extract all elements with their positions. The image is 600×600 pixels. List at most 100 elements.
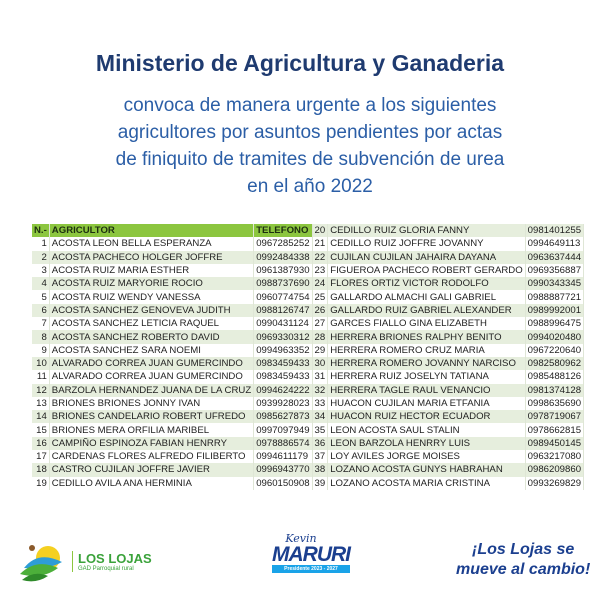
farmer-name: FLORES ORTIZ VICTOR RODOLFO: [327, 277, 526, 291]
farmer-name: BRIONES BRIONES JONNY IVAN: [49, 396, 255, 411]
farmer-name: LEON ACOSTA SAUL STALIN: [327, 423, 526, 437]
phone-number: 0988126747: [253, 303, 313, 318]
farmer-name: CUJILAN CUJILAN JAHAIRA DAYANA: [327, 250, 526, 264]
logo-subtitle: GAD Parroquial rural: [78, 565, 134, 572]
row-number: 26: [311, 303, 329, 318]
column-header-number: N.-: [32, 224, 50, 238]
phone-number: 0990343345: [525, 277, 585, 291]
farmer-name: CEDILLO RUIZ GLORIA FANNY: [327, 224, 526, 238]
farmer-name: LOZANO ACOSTA GUNYS HABRAHAN: [327, 463, 526, 477]
farmer-name: ACOSTA RUIZ MARYORIE ROCIO: [49, 277, 255, 291]
phone-number: 0960150908: [253, 476, 313, 490]
row-number: 31: [311, 370, 329, 384]
phone-number: 0982580962: [525, 356, 585, 371]
row-number: 2: [32, 250, 50, 264]
row-number: 1: [32, 237, 50, 251]
candidate-first-name: Kevin: [285, 532, 317, 545]
farmer-name: LOY AVILES JORGE MOISES: [327, 450, 526, 464]
phone-number: 0988887721: [525, 290, 585, 304]
farmer-name: BARZOLA HERNANDEZ JUANA DE LA CRUZ: [49, 383, 255, 397]
farmer-name: ACOSTA RUIZ WENDY VANESSA: [49, 290, 255, 304]
row-number: 16: [32, 436, 50, 451]
phone-number: 0983459433: [253, 356, 313, 371]
farmer-name: HERRERA RUIZ JOSELYN TATIANA: [327, 370, 526, 384]
footer: LOS LOJAS GAD Parroquial rural Kevin MAR…: [0, 530, 600, 590]
table-row: 5 ACOSTA RUIZ WENDY VANESSA 0960774754 25 GA…: [32, 290, 585, 304]
table-row: 4 ACOSTA RUIZ MARYORIE ROCIO 0988737690 24 F…: [32, 277, 585, 291]
farmer-name: BRIONES MERA ORFILIA MARIBEL: [49, 423, 255, 437]
los-lojas-logo: LOS LOJAS GAD Parroquial rural: [18, 540, 152, 582]
row-number: 19: [32, 476, 50, 490]
row-number: 30: [311, 356, 329, 371]
phone-number: 0994963352: [253, 343, 313, 357]
phone-number: 0994611179: [253, 450, 313, 464]
row-number: 35: [311, 423, 329, 437]
table-row: 16 CAMPIÑO ESPINOZA FABIAN HENRRY 09788865…: [32, 436, 585, 451]
farmer-name: ACOSTA PACHECO HOLGER JOFFRE: [49, 250, 255, 264]
farmer-name: LOZANO ACOSTA MARIA CRISTINA: [327, 476, 526, 490]
slogan: ¡Los Lojas se mueve al cambio!: [456, 540, 590, 580]
table-row: 14 BRIONES CANDELARIO ROBERT UFREDO 098562…: [32, 410, 585, 424]
table-row: 19 CEDILLO AVILA ANA HERMINIA 0960150908 39…: [32, 476, 585, 490]
phone-number: 0985488126: [525, 370, 585, 384]
phone-number: 0981374128: [525, 383, 585, 397]
announcement-line: convoca de manera urgente a los siguient…: [123, 95, 497, 116]
table-row: 18 CASTRO CUJILAN JOFFRE JAVIER 0996943770…: [32, 463, 585, 477]
phone-number: 0978662815: [525, 423, 585, 437]
row-number: 9: [32, 343, 50, 357]
row-number: 17: [32, 450, 50, 464]
row-number: 12: [32, 383, 50, 397]
table-row: 12 BARZOLA HERNANDEZ JUANA DE LA CRUZ 0994…: [32, 383, 585, 397]
farmer-name: ACOSTA SANCHEZ GENOVEVA JUDITH: [49, 303, 255, 318]
farmer-name: LEON BARZOLA HENRRY LUIS: [327, 436, 526, 451]
phone-number: 0960774754: [253, 290, 313, 304]
farmer-name: HUACON CUJILAN MARIA ETFANIA: [327, 396, 526, 411]
candidate-last-name: MARURI: [272, 543, 351, 566]
page-title: Ministerio de Agricultura y Ganaderia: [95, 50, 505, 76]
phone-number: 0993269829: [525, 476, 585, 490]
row-number: 27: [311, 317, 329, 331]
farmer-name: ACOSTA SANCHEZ ROBERTO DAVID: [49, 330, 255, 344]
phone-number: 0967285252: [253, 237, 313, 251]
phone-number: 0988996475: [525, 317, 585, 331]
phone-number: 0963637444: [525, 250, 585, 264]
announcement-line: agricultores por asuntos pendientes por …: [117, 122, 503, 143]
farmer-name: ALVARADO CORREA JUAN GUMERCINDO: [49, 356, 255, 371]
phone-number: 0986209860: [525, 463, 585, 477]
phone-number: 0985627873: [253, 410, 313, 424]
farmer-name: ALVARADO CORREA JUAN GUMERCINDO: [49, 370, 255, 384]
farmer-name: HERRERA ROMERO CRUZ MARIA: [327, 343, 526, 357]
farmer-name: BRIONES CANDELARIO ROBERT UFREDO: [49, 410, 255, 424]
phone-number: 0992484338: [253, 250, 313, 264]
table-row: 15 BRIONES MERA ORFILIA MARIBEL 0997097949…: [32, 423, 585, 437]
row-number: 38: [311, 463, 329, 477]
farmer-name: GALLARDO RUIZ GABRIEL ALEXANDER: [327, 303, 526, 318]
farmer-name: ACOSTA RUIZ MARIA ESTHER: [49, 263, 255, 278]
row-number: 10: [32, 356, 50, 371]
table-row: 6 ACOSTA SANCHEZ GENOVEVA JUDITH 098812674…: [32, 303, 585, 318]
announcement-line: en el año 2022: [247, 176, 373, 197]
table-row: 9 ACOSTA SANCHEZ SARA NOEMI 0994963352 29 HE…: [32, 343, 585, 357]
row-number: 3: [32, 263, 50, 278]
phone-number: 0997097949: [253, 423, 313, 437]
phone-number: 0969330312: [253, 330, 313, 344]
row-number: 33: [311, 396, 329, 411]
farmer-name: CEDILLO RUIZ JOFFRE JOVANNY: [327, 237, 526, 251]
row-number: 6: [32, 303, 50, 318]
column-header-farmer: AGRICULTOR: [49, 224, 255, 238]
phone-number: 0994624222: [253, 383, 313, 397]
phone-number: 0961387930: [253, 263, 313, 278]
farmer-name: CEDILLO AVILA ANA HERMINIA: [49, 476, 255, 490]
row-number: 13: [32, 396, 50, 411]
phone-number: 0998635690: [525, 396, 585, 411]
table-row: 3 ACOSTA RUIZ MARIA ESTHER 0961387930 23 FIG…: [32, 263, 585, 278]
phone-number: 0978719067: [525, 410, 585, 424]
phone-number: 0967220640: [525, 343, 585, 357]
row-number: 14: [32, 410, 50, 424]
phone-number: 0994649113: [525, 237, 585, 251]
row-number: 32: [311, 383, 329, 397]
farmer-name: ACOSTA SANCHEZ SARA NOEMI: [49, 343, 255, 357]
phone-number: 0996943770: [253, 463, 313, 477]
phone-number: 0989450145: [525, 436, 585, 451]
phone-number: 0963217080: [525, 450, 585, 464]
